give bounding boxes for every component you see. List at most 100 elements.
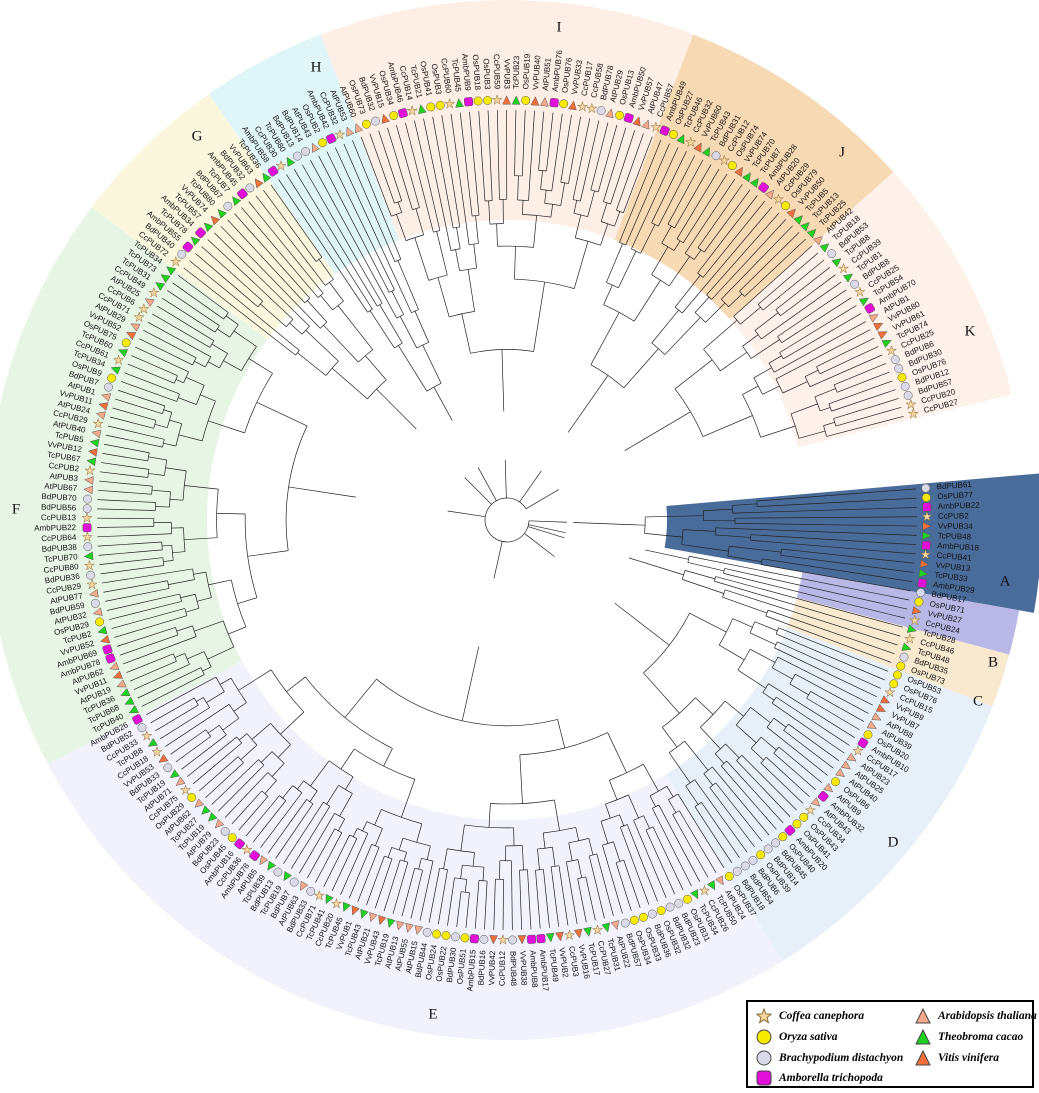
branch	[568, 842, 573, 861]
branch	[766, 726, 828, 776]
branch	[774, 321, 866, 373]
branch	[651, 309, 679, 344]
legend-label: Brachypodium distachyon	[779, 1052, 904, 1064]
species-marker	[97, 625, 108, 635]
branch	[397, 201, 403, 213]
branch	[810, 691, 865, 722]
branch	[727, 555, 762, 563]
branch	[137, 667, 202, 699]
species-marker	[711, 151, 721, 161]
species-marker	[88, 588, 99, 598]
branch	[668, 799, 677, 813]
species-marker	[479, 934, 489, 944]
branch	[255, 195, 326, 286]
branch	[208, 579, 232, 586]
species-marker	[83, 551, 94, 561]
species-marker	[763, 844, 773, 854]
branch	[773, 717, 787, 728]
species-marker	[536, 933, 546, 944]
legend-item: Amborella trichopoda	[756, 1070, 883, 1086]
branch	[129, 661, 177, 682]
species-marker	[764, 189, 775, 200]
branch	[597, 124, 618, 193]
species-marker	[641, 119, 650, 130]
branch	[762, 385, 780, 395]
branch	[379, 304, 403, 344]
branch	[203, 651, 212, 667]
branch	[684, 740, 709, 771]
branch	[744, 238, 806, 297]
branch	[422, 344, 442, 384]
species-marker	[418, 104, 427, 115]
species-marker	[112, 670, 123, 679]
species-marker	[262, 172, 272, 183]
leaf-label: AmbPUB15	[465, 949, 477, 992]
branch	[193, 571, 206, 575]
species-marker	[706, 880, 716, 891]
species-marker	[292, 151, 302, 161]
branch	[551, 113, 563, 191]
species-marker	[502, 95, 512, 105]
branch	[703, 349, 721, 372]
species-marker	[854, 286, 866, 298]
species-marker	[155, 282, 166, 291]
species-marker	[301, 146, 311, 156]
leaf-label: CcPUB41	[936, 551, 972, 563]
branch	[833, 398, 899, 419]
branch	[358, 349, 373, 363]
branch	[399, 316, 418, 349]
branch	[780, 274, 836, 317]
branch	[777, 641, 881, 689]
leaf-label: VvPUB13	[935, 561, 971, 574]
branch	[661, 727, 678, 748]
species-marker	[210, 215, 221, 226]
branch	[741, 755, 797, 811]
branch	[97, 533, 172, 538]
leaf-label: AmbPUB22	[34, 523, 77, 533]
branch	[715, 534, 751, 538]
branch	[98, 489, 152, 495]
branch	[224, 772, 269, 818]
triangle-icon	[915, 1008, 931, 1024]
branch	[789, 683, 809, 696]
species-marker	[179, 784, 192, 796]
branch	[161, 297, 216, 333]
branch	[315, 832, 343, 883]
clade-label-b: B	[988, 654, 998, 670]
branch	[238, 669, 272, 691]
legend-label: Oryza sativa	[779, 1031, 838, 1043]
species-marker	[758, 182, 769, 193]
species-marker	[342, 901, 352, 913]
branch	[405, 122, 434, 233]
branch	[560, 182, 565, 206]
branch	[289, 322, 303, 335]
branch	[105, 588, 170, 602]
species-marker	[596, 106, 606, 116]
species-marker	[369, 912, 378, 923]
branch	[181, 734, 227, 770]
branch	[383, 859, 401, 912]
species-marker	[91, 429, 102, 439]
branch	[781, 297, 852, 343]
species-marker	[351, 905, 360, 916]
branch	[383, 748, 393, 767]
branch	[517, 175, 519, 201]
species-marker	[194, 798, 205, 808]
branch	[286, 174, 373, 310]
branch	[652, 804, 659, 809]
branch	[735, 707, 751, 726]
branch	[528, 524, 566, 534]
branch	[207, 361, 220, 369]
species-marker	[397, 108, 408, 119]
branch	[828, 403, 832, 412]
branch	[449, 311, 475, 318]
species-marker	[100, 634, 111, 644]
species-marker	[748, 855, 758, 865]
branch	[326, 151, 395, 290]
species-marker	[422, 927, 432, 937]
species-marker	[128, 705, 139, 714]
species-marker	[90, 598, 100, 608]
species-marker	[868, 314, 879, 323]
branch	[554, 799, 560, 831]
branch	[577, 878, 587, 923]
